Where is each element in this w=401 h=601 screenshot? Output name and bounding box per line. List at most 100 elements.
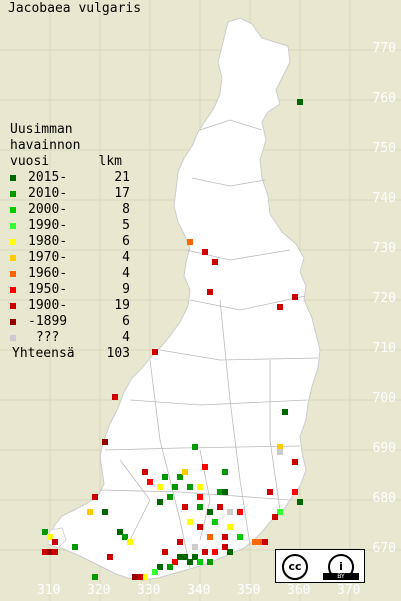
- northing-label: 670: [372, 541, 396, 556]
- legend-row: 2000- 8: [10, 202, 130, 218]
- observation-marker: [47, 549, 53, 555]
- easting-label: 330: [137, 583, 161, 598]
- legend-swatch: [10, 287, 16, 293]
- observation-marker: [87, 509, 93, 515]
- observation-marker: [222, 469, 228, 475]
- easting-label: 360: [287, 583, 311, 598]
- observation-marker: [187, 559, 193, 565]
- observation-marker: [172, 484, 178, 490]
- observation-marker: [197, 559, 203, 565]
- observation-marker: [52, 539, 58, 545]
- observation-marker: [197, 504, 203, 510]
- observation-marker: [127, 539, 133, 545]
- legend-row-label: 1960-: [28, 266, 68, 281]
- observation-marker: [137, 574, 143, 580]
- legend-row-label: 2000-: [28, 202, 68, 217]
- observation-marker: [297, 499, 303, 505]
- observation-marker: [42, 549, 48, 555]
- legend-row: ??? 4: [10, 330, 130, 346]
- observation-marker: [152, 569, 158, 575]
- easting-label: 310: [37, 583, 61, 598]
- observation-marker: [222, 489, 228, 495]
- cc-by-license-badge[interactable]: cc i BY: [275, 549, 365, 583]
- observation-markers: [42, 99, 303, 580]
- legend-swatch: [10, 319, 16, 325]
- legend-header-3: vuosi: [10, 154, 50, 169]
- observation-marker: [92, 574, 98, 580]
- observation-marker: [212, 259, 218, 265]
- legend-swatch: [10, 239, 16, 245]
- legend-row-count: 19: [114, 298, 130, 313]
- easting-label: 340: [187, 583, 211, 598]
- legend-total-label: Yhteensä: [12, 346, 75, 361]
- observation-marker: [42, 529, 48, 535]
- legend-header-row: vuosi lkm: [10, 154, 122, 170]
- observation-marker: [122, 534, 128, 540]
- observation-marker: [237, 534, 243, 540]
- legend-row-count: 8: [122, 202, 130, 217]
- observation-marker: [177, 539, 183, 545]
- observation-marker: [117, 529, 123, 535]
- observation-marker: [277, 509, 283, 515]
- legend-row-count: 4: [122, 250, 130, 265]
- observation-marker: [222, 544, 228, 550]
- observation-marker: [297, 99, 303, 105]
- observation-marker: [157, 499, 163, 505]
- legend-header-1: Uusimman: [10, 122, 73, 137]
- observation-marker: [227, 524, 233, 530]
- observation-marker: [207, 534, 213, 540]
- observation-marker: [252, 539, 258, 545]
- observation-marker: [292, 294, 298, 300]
- observation-marker: [167, 494, 173, 500]
- observation-marker: [187, 484, 193, 490]
- legend-row: 2010- 17: [10, 186, 130, 202]
- northing-label: 730: [372, 241, 396, 256]
- observation-marker: [202, 249, 208, 255]
- observation-marker: [217, 504, 223, 510]
- by-label: BY: [323, 573, 359, 580]
- observation-marker: [72, 544, 78, 550]
- observation-marker: [132, 574, 138, 580]
- legend-row-count: 4: [122, 330, 130, 345]
- legend-row-count: 6: [122, 314, 130, 329]
- observation-marker: [182, 504, 188, 510]
- legend-row-label: -1899: [28, 314, 68, 329]
- observation-marker: [192, 444, 198, 450]
- legend-swatch: [10, 303, 16, 309]
- observation-marker: [192, 554, 198, 560]
- legend-header-2: havainnon: [10, 138, 81, 153]
- observation-marker: [197, 494, 203, 500]
- observation-marker: [237, 509, 243, 515]
- observation-marker: [47, 534, 53, 540]
- observation-marker: [162, 474, 168, 480]
- observation-marker: [222, 534, 228, 540]
- observation-marker: [217, 489, 223, 495]
- observation-marker: [202, 464, 208, 470]
- legend-row: 2015- 21: [10, 170, 130, 186]
- observation-marker: [277, 444, 283, 450]
- observation-marker: [197, 524, 203, 530]
- observation-marker: [102, 439, 108, 445]
- northing-label: 710: [372, 341, 396, 356]
- northing-label: 760: [372, 91, 396, 106]
- observation-marker: [187, 519, 193, 525]
- northing-label: 680: [372, 491, 396, 506]
- easting-label: 320: [87, 583, 111, 598]
- observation-marker: [177, 474, 183, 480]
- observation-marker: [182, 554, 188, 560]
- observation-marker: [172, 559, 178, 565]
- observation-marker: [207, 289, 213, 295]
- observation-marker: [187, 239, 193, 245]
- legend-row-label: 1980-: [28, 234, 68, 249]
- legend-row: 1990- 5: [10, 218, 130, 234]
- legend-row: 1900- 19: [10, 298, 130, 314]
- legend-swatch: [10, 271, 16, 277]
- observation-marker: [157, 564, 163, 570]
- observation-marker: [282, 409, 288, 415]
- observation-marker: [92, 494, 98, 500]
- observation-marker: [102, 509, 108, 515]
- legend-row-count: 6: [122, 234, 130, 249]
- legend-swatch: [10, 175, 16, 181]
- legend-row: 1980- 6: [10, 234, 130, 250]
